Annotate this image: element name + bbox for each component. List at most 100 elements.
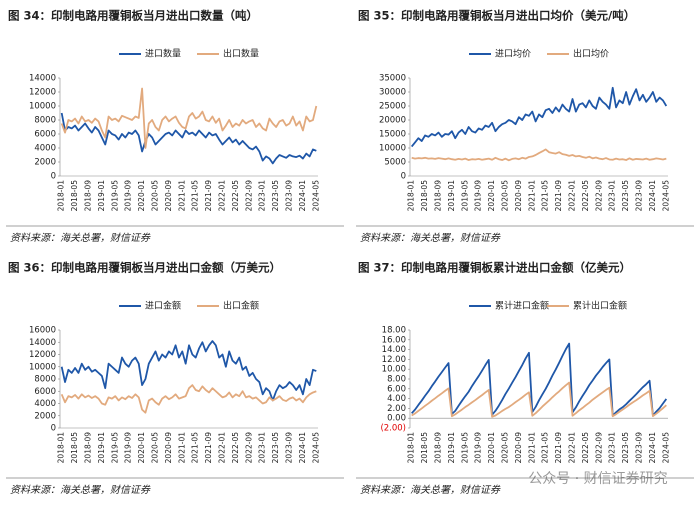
x-tick-label: 2022-09 xyxy=(594,432,603,464)
x-tick-label: 2023-01 xyxy=(608,432,617,464)
x-tick-label: 2018-05 xyxy=(70,432,79,464)
x-tick-label: 2019-01 xyxy=(447,432,456,464)
x-tick-label: 2021-05 xyxy=(191,432,200,464)
line-series xyxy=(60,340,317,402)
legend-label: 进口金额 xyxy=(145,300,181,312)
x-tick-label: 2022-09 xyxy=(244,432,253,464)
x-tick-label: 2021-05 xyxy=(191,180,200,212)
x-tick-label: 2019-05 xyxy=(110,432,119,464)
x-tick-label: 2018-05 xyxy=(420,432,429,464)
y-tick-label: 4.00 xyxy=(387,394,406,404)
x-tick-label: 2024-01 xyxy=(298,180,307,212)
line-series xyxy=(60,112,317,165)
x-tick-label: 2022-09 xyxy=(594,180,603,212)
x-tick-label: 2019-05 xyxy=(110,180,119,212)
x-tick-label: 2023-09 xyxy=(635,432,644,464)
x-tick-label: 2022-05 xyxy=(581,180,590,212)
legend-label: 出口数量 xyxy=(223,48,259,60)
y-tick-label: 18.00 xyxy=(382,326,406,336)
x-tick-label: 2019-09 xyxy=(124,180,133,212)
line-series xyxy=(411,148,667,162)
x-tick-label: 2022-09 xyxy=(244,180,253,212)
x-tick-label: 2021-01 xyxy=(527,180,536,212)
x-tick-label: 2019-01 xyxy=(447,180,456,212)
legend-label: 进口均价 xyxy=(495,48,531,60)
x-tick-label: 2022-05 xyxy=(581,432,590,464)
x-tick-label: 2023-05 xyxy=(271,180,280,212)
y-tick-label: 14000 xyxy=(29,338,56,348)
y-tick-label: 14000 xyxy=(29,74,56,84)
y-tick-label: 12000 xyxy=(29,350,56,360)
x-tick-label: 2019-01 xyxy=(97,432,106,464)
line-series xyxy=(411,342,668,417)
x-tick-label: 2023-05 xyxy=(271,432,280,464)
x-tick-label: 2018-05 xyxy=(70,180,79,212)
x-tick-label: 2018-01 xyxy=(57,180,66,212)
line-series xyxy=(410,86,668,148)
y-tick-label: 4000 xyxy=(34,399,56,409)
x-tick-label: 2021-01 xyxy=(527,432,536,464)
x-tick-label: 2021-09 xyxy=(204,432,213,464)
x-tick-label: 2021-01 xyxy=(177,432,186,464)
x-tick-label: 2023-09 xyxy=(285,432,294,464)
y-tick-label: 0 xyxy=(51,172,56,182)
x-tick-label: 2020-05 xyxy=(150,180,159,212)
x-tick-label: 2018-09 xyxy=(83,432,92,464)
x-tick-label: 2020-01 xyxy=(137,432,146,464)
y-tick-label: 0 xyxy=(401,172,406,182)
watermark: 公众号 · 财信证券研究 xyxy=(528,471,667,487)
x-tick-label: 2024-05 xyxy=(661,432,670,464)
x-tick-label: 2024-05 xyxy=(661,180,670,212)
y-tick-label: 16000 xyxy=(29,326,56,336)
chart-panel: 图 37：印制电路用覆铜板累计进出口金额（亿美元） 资料来源：海关总署，财信证券 (… xyxy=(356,261,694,496)
x-tick-label: 2023-09 xyxy=(635,180,644,212)
y-tick-label: 20000 xyxy=(379,116,406,126)
y-tick-label: 2.00 xyxy=(387,404,406,414)
y-tick-label: 0.00 xyxy=(387,414,406,424)
y-tick-label: 10000 xyxy=(29,102,56,112)
x-tick-label: 2022-05 xyxy=(231,432,240,464)
chart-title: 图 36：印制电路用覆铜板当月进出口金额（万美元） xyxy=(8,261,281,275)
y-tick-label: 14.00 xyxy=(382,345,406,355)
x-tick-label: 2022-01 xyxy=(218,180,227,212)
x-tick-label: 2024-05 xyxy=(311,180,320,212)
y-tick-label: 12000 xyxy=(29,88,56,98)
x-tick-label: 2021-05 xyxy=(541,432,550,464)
x-tick-label: 2022-05 xyxy=(231,180,240,212)
y-tick-label: 25000 xyxy=(379,102,406,112)
x-tick-label: 2019-01 xyxy=(97,180,106,212)
x-tick-label: 2024-01 xyxy=(648,432,657,464)
y-tick-label: 2000 xyxy=(34,158,56,168)
source-note: 资料来源：海关总署，财信证券 xyxy=(360,232,501,244)
x-tick-label: 2020-09 xyxy=(514,180,523,212)
chart-panel: 图 35：印制电路用覆铜板当月进出口均价（美元/吨） 资料来源：海关总署，财信证券… xyxy=(356,9,694,244)
x-tick-label: 2019-09 xyxy=(124,432,133,464)
x-tick-label: 2022-01 xyxy=(218,432,227,464)
y-tick-label: 8000 xyxy=(34,116,56,126)
legend-label: 出口金额 xyxy=(223,300,259,312)
y-tick-label: 2000 xyxy=(34,411,56,421)
chart-panel: 图 36：印制电路用覆铜板当月进出口金额（万美元） 资料来源：海关总署，财信证券 0… xyxy=(6,261,344,496)
x-tick-label: 2023-01 xyxy=(258,180,267,212)
y-tick-label: 15000 xyxy=(379,130,406,140)
x-tick-label: 2021-05 xyxy=(541,180,550,212)
x-tick-label: 2018-09 xyxy=(433,180,442,212)
legend-label: 进口数量 xyxy=(145,48,181,60)
source-note: 资料来源：海关总署，财信证券 xyxy=(360,484,501,496)
x-tick-label: 2024-01 xyxy=(648,180,657,212)
chart-title: 图 37：印制电路用覆铜板累计进出口金额（亿美元） xyxy=(358,261,631,275)
x-tick-label: 2020-09 xyxy=(164,432,173,464)
y-tick-label: 30000 xyxy=(379,88,406,98)
x-tick-label: 2020-01 xyxy=(137,180,146,212)
source-note: 资料来源：海关总署，财信证券 xyxy=(10,232,151,244)
x-tick-label: 2021-01 xyxy=(177,180,186,212)
y-tick-label: 6000 xyxy=(34,387,56,397)
chart-title: 图 34：印制电路用覆铜板当月进出口数量（吨） xyxy=(8,9,258,23)
legend-label: 累计进口金额 xyxy=(495,300,549,312)
x-tick-label: 2021-09 xyxy=(554,180,563,212)
y-tick-label: 35000 xyxy=(379,74,406,84)
x-tick-label: 2018-01 xyxy=(57,432,66,464)
y-tick-label: 6000 xyxy=(34,130,56,140)
x-tick-label: 2021-09 xyxy=(554,432,563,464)
